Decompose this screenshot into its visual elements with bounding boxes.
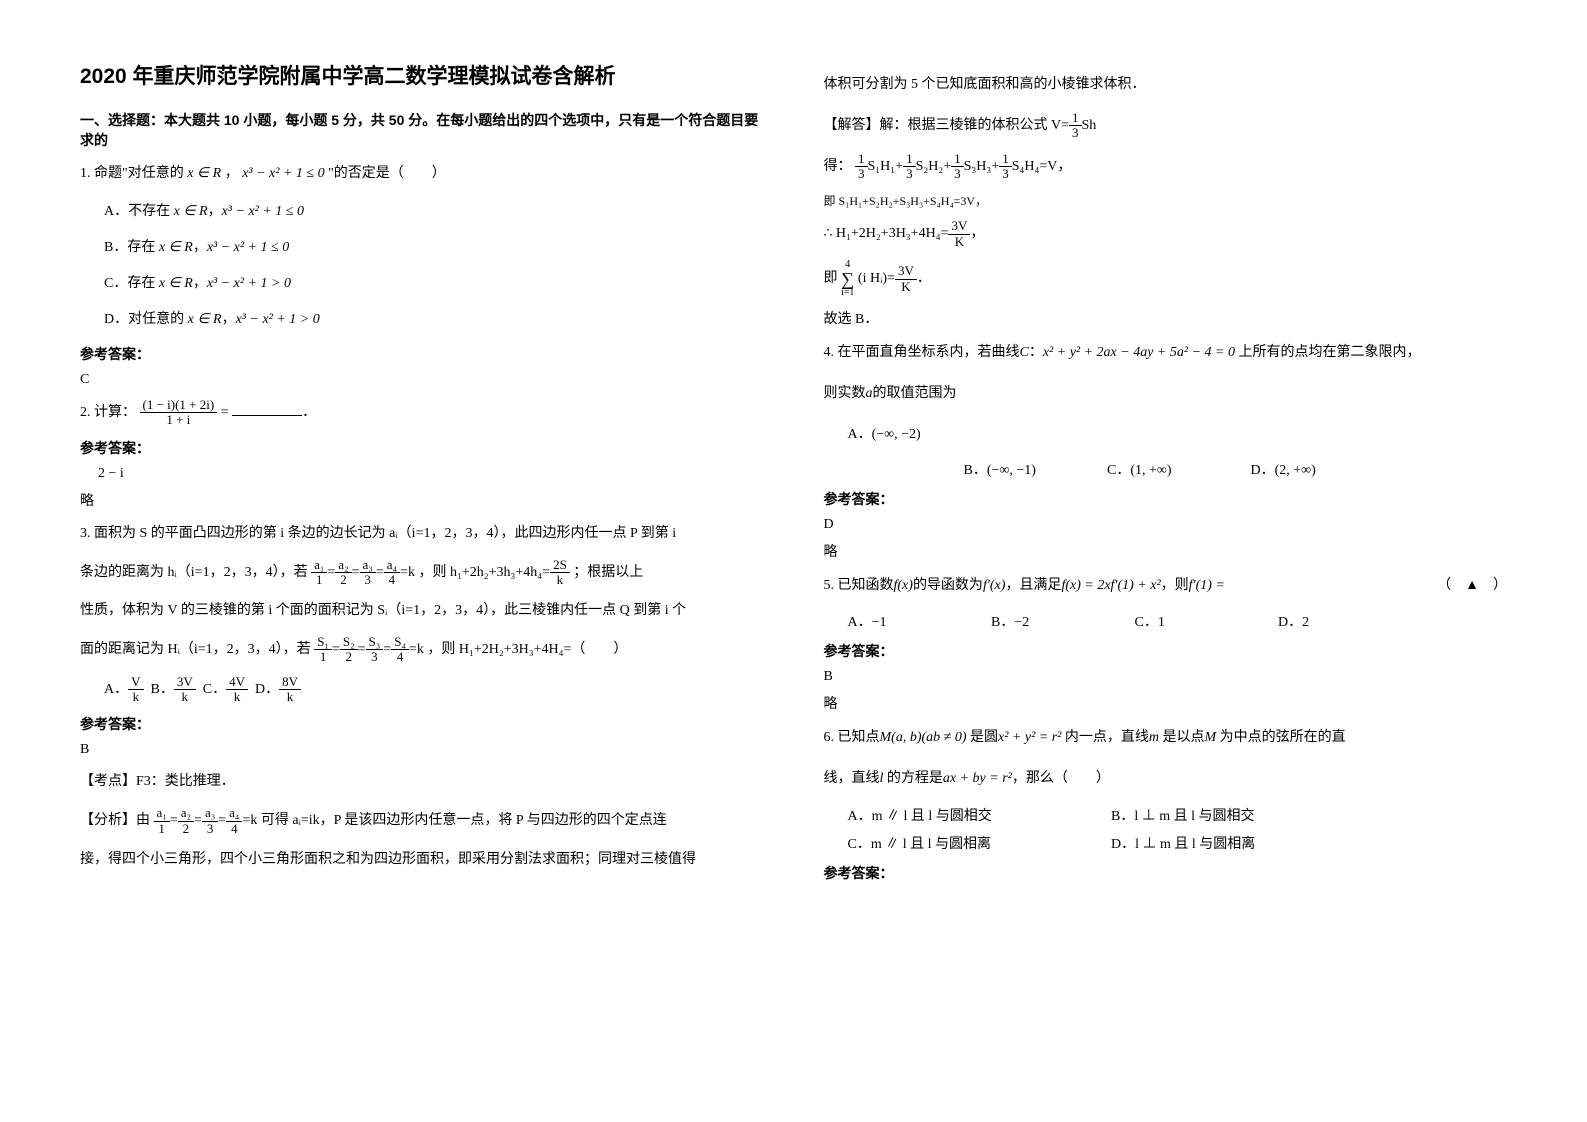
q1-optC: C．存在 x ∈ R，x³ − x² + 1 > 0 [104,270,764,298]
q1-optA: A．不存在 x ∈ R，x³ − x² + 1 ≤ 0 [104,198,764,226]
q3-fenxi: 【分析】由 a₁1=a₂2=a₃3=a₄4=k 可得 aᵢ=ik，P 是该四边形… [80,806,764,836]
q1-optD: D．对任意的 x ∈ R，x³ − x² + 1 > 0 [104,306,764,334]
q4-answer-label: 参考答案： [824,489,1508,509]
q3-l3: 性质，体积为 V 的三棱锥的第 i 个面的面积记为 Sᵢ（i=1，2，3，4），… [80,597,764,625]
q3-fenxi2: 接，得四个小三角形，四个小三角形面积之和为四边形面积，即采用分割法求面积；同理对… [80,846,764,874]
q1-answer-label: 参考答案： [80,344,764,364]
q4-optA: A．(−∞, −2) [848,420,1508,451]
left-column: 2020 年重庆师范学院附属中学高二数学理模拟试卷含解析 一、选择题：本大题共 … [80,60,764,1062]
q4-opts-bcd: B．(−∞, −1) C．(1, +∞) D．(2, +∞) [964,459,1508,479]
q3-l2: 条边的距离为 hᵢ（i=1，2，3，4），若 a₁1=a₂2=a₃3=a₄4=k… [80,558,764,588]
q5-opts: A．−1 B．−2 C．1 D．2 [848,611,1508,631]
q6-opts-ab: A．m ∥ l 且 l 与圆相交 B．l ⊥ m 且 l 与圆相交 [848,805,1508,825]
q1-optB: B．存在 x ∈ R，x³ − x² + 1 ≤ 0 [104,234,764,262]
q4-note: 略 [824,541,1508,561]
q6-opts-cd: C．m ∥ l 且 l 与圆相离 D．l ⊥ m 且 l 与圆相离 [848,833,1508,853]
q2-stem: 2. 计算： (1 − i)(1 + 2i)1 + i = ． [80,398,764,428]
jieda-l3: 即 S₁H₁+S₂H₂+S₃H₃+S₄H₄=3V， [824,192,1508,209]
q3-kaodian: 【考点】F3：类比推理． [80,768,764,796]
jieda-l1: 【解答】解：根据三棱锥的体积公式 V=13Sh [824,111,1508,142]
q4-l1: 4. 在平面直角坐标系内，若曲线C：x² + y² + 2ax − 4ay + … [824,338,1508,369]
q3-l4: 面的距离记为 Hᵢ（i=1，2，3，4），若 S₁1=S₂2=S₃3=S₄4=k… [80,635,764,665]
q5-answer-label: 参考答案： [824,641,1508,661]
r1: 体积可分割为 5 个已知底面积和高的小棱锥求体积． [824,70,1508,101]
q6-answer-label: 参考答案： [824,863,1508,883]
q4-answer: D [824,517,1508,533]
jieda-l6: 故选 B． [824,308,1508,328]
q6-l2: 线，直线l 的方程是ax + by = r²，那么（ ） [824,764,1508,795]
q3-answer-label: 参考答案： [80,714,764,734]
q5-l1: 5. 已知函数f(x)的导函数为f′(x)，且满足f(x) = 2xf′(1) … [824,571,1508,602]
jieda-l5: 即 4 ∑ i=1 (i Hᵢ)=3VK． [824,260,1508,298]
q3-l1: 3. 面积为 S 的平面凸四边形的第 i 条边的边长记为 aᵢ（i=1，2，3，… [80,520,764,548]
q4-l2: 则实数a的取值范围为 [824,379,1508,410]
q1-answer: C [80,372,764,388]
q5-note: 略 [824,693,1508,713]
q3-answer: B [80,742,764,758]
q2-note: 略 [80,490,764,510]
right-column: 体积可分割为 5 个已知底面积和高的小棱锥求体积． 【解答】解：根据三棱锥的体积… [824,60,1508,1062]
jieda-l4: ∴ H₁+2H₂+3H₃+4H₄=3VK， [824,219,1508,250]
q2-answer-label: 参考答案： [80,438,764,458]
q5-answer: B [824,669,1508,685]
q1-stem: 1. 命题"对任意的 x ∈ R ， x³ − x² + 1 ≤ 0 "的否定是… [80,160,764,188]
jieda-l2: 得： 13S₁H₁+13S₂H₂+13S₃H₃+13S₄H₄=V， [824,152,1508,183]
q2-answer: 2 − i [98,466,764,482]
q6-l1: 6. 已知点M(a, b)(ab ≠ 0) 是圆x² + y² = r² 内一点… [824,723,1508,754]
page-title: 2020 年重庆师范学院附属中学高二数学理模拟试卷含解析 [80,60,764,90]
q3-options: A．Vk B．3Vk C．4Vk D．8Vk [104,675,764,705]
section-header: 一、选择题：本大题共 10 小题，每小题 5 分，共 50 分。在每小题给出的四… [80,110,764,150]
